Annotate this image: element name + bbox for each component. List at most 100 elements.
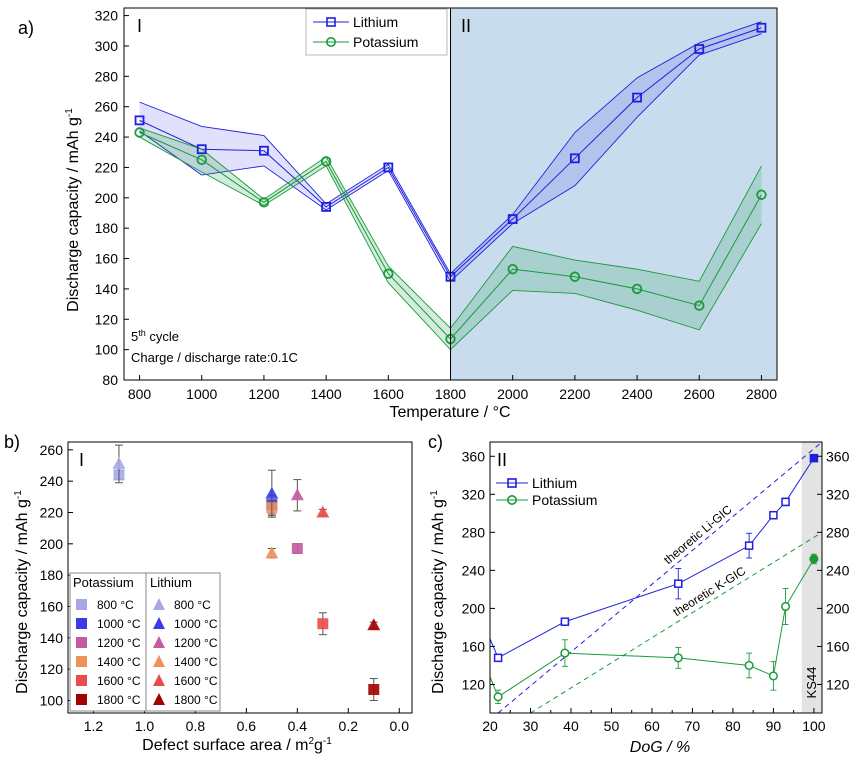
plot-b-frame [67,441,413,714]
legend-lithium-swatch [153,636,165,648]
panel-c-label: c) [428,432,443,452]
y-tick-label-b: 120 [40,661,64,677]
x-axis-title-c: DoG / % [630,739,690,756]
point-lithium [259,145,269,156]
x-tick-label-c: 80 [725,718,741,734]
y-tick-label-b: 260 [40,442,64,458]
y-tick-label-a: 100 [95,342,119,358]
legend-potassium-swatch [76,637,87,648]
y-tick-label-b: 240 [40,473,64,489]
point-potassium [507,263,518,275]
point-c-potassium [768,671,778,681]
panel-a-legend: Lithium Potassium [305,8,448,56]
y-tick-label-c-right: 200 [826,600,850,616]
legend-lithium-swatch [153,655,165,667]
point-c-potassium [744,660,754,671]
y-tick-label-b: 200 [40,536,64,552]
point-c-lithium [493,653,503,663]
point-potassium [320,156,332,167]
y-tick-label-a: 320 [95,8,119,24]
legend-c-lithium-marker [507,478,517,488]
y-tick-label-a: 200 [95,190,119,206]
legend-potassium-temp: 1000 °C [97,617,141,631]
x-tick-label-b: 0.4 [288,718,308,734]
potassium-point-1800 [368,684,380,696]
panel-a-chart: 800 1000 1200 1400 1600 1800 2000 2200 2400 2600 2… [18,7,778,421]
point-c-potassium [673,653,683,663]
y-tick-label-b: 220 [40,504,64,520]
legend-potassium-label: Potassium [353,34,418,50]
y-tick-label-a: 120 [95,311,119,327]
y-axis-title-a: Discharge capacity / mAh g-1 [64,108,82,312]
x-tick-label-a: 800 [128,386,152,402]
y-tick-label-c-left: 160 [462,638,486,654]
point-c-potassium [493,692,503,702]
point-c-potassium [781,601,791,612]
legend-lithium-label: Lithium [353,14,398,30]
point-c-lithium [769,510,778,520]
legend-lithium-swatch [153,617,165,629]
y-tick-label-c-left: 360 [462,448,486,464]
y-tick-label-c-right: 360 [826,448,850,464]
legend-lithium-swatch [153,693,165,705]
legend-lithium-temp: 1400 °C [174,655,218,669]
legend-lithium-temp: 1800 °C [174,693,218,707]
point-potassium [196,154,207,166]
legend-potassium-temp: 1200 °C [97,636,141,650]
point-lithium [134,115,145,126]
x-tick-label-a: 1200 [248,386,279,402]
y-tick-label-c-right: 120 [826,676,850,692]
panel-c-region-label: II [497,450,507,470]
point-potassium [694,300,705,311]
y-axis-title-c: Discharge capacity / mAh g-1 [429,490,447,694]
panel-b-chart: 1.2 1.0 0.8 0.6 0.4 0.2 0.0 100 120 140 160 180 200 2… [4,432,413,754]
legend-lithium-swatch [153,598,165,610]
panel-b-label: b) [4,432,20,452]
potassium-point-1200 [291,543,303,555]
panel-a-label: a) [18,18,34,38]
ks44-label: KS44 [804,667,819,699]
x-tick-label-c: 60 [644,718,660,734]
legend-potassium-temp: 1400 °C [97,655,141,669]
x-tick-label-a: 2800 [746,386,777,402]
legend-potassium-swatch [76,656,87,667]
point-c-lithium [674,579,683,588]
region-ii-label: II [461,16,471,36]
y-tick-label-c-right: 240 [826,562,850,578]
legend-lithium-temp: 1000 °C [174,617,218,631]
legend-lithium-temp: 1200 °C [174,636,218,650]
point-c-lithium [744,541,754,550]
band-potassium [139,127,762,350]
y-tick-label-a: 280 [95,68,119,84]
x-tick-label-a: 2400 [621,386,652,402]
region-ii-shading [450,8,777,380]
legend-potassium-swatch [76,599,87,610]
y-tick-label-a: 160 [95,251,119,267]
x-tick-label-a: 2000 [497,386,528,402]
legend-c-potassium-marker [506,494,517,505]
y-tick-label-c-left: 320 [462,486,486,502]
panel-b-region-label: I [79,450,84,470]
potassium-point-1600 [317,618,329,630]
y-tick-label-a: 300 [95,38,119,54]
panel-c-legend: Lithium Potassium [496,475,597,508]
point-potassium [569,271,581,282]
legend-potassium-swatch [76,694,87,705]
y-tick-label-a: 80 [102,372,118,388]
point-lithium [196,144,207,155]
x-tick-label-c: 30 [523,718,539,734]
rate-annotation: Charge / discharge rate:0.1C [131,350,298,365]
legend-potassium-swatch [76,675,87,686]
cycle-annotation: 5th cycle [131,328,179,344]
lithium-point-1400 [265,546,279,559]
x-tick-label-a: 1600 [373,386,404,402]
lithium-point-1800 [367,618,381,631]
legend-lithium-temp: 1600 °C [174,674,218,688]
x-tick-label-a: 2600 [684,386,715,402]
y-tick-label-b: 160 [40,598,64,614]
legend-potassium-swatch [76,618,87,629]
ks44-band [801,442,822,713]
y-tick-label-c-right: 320 [826,486,850,502]
y-tick-label-b: 180 [40,567,64,583]
band-lithium [139,21,762,282]
